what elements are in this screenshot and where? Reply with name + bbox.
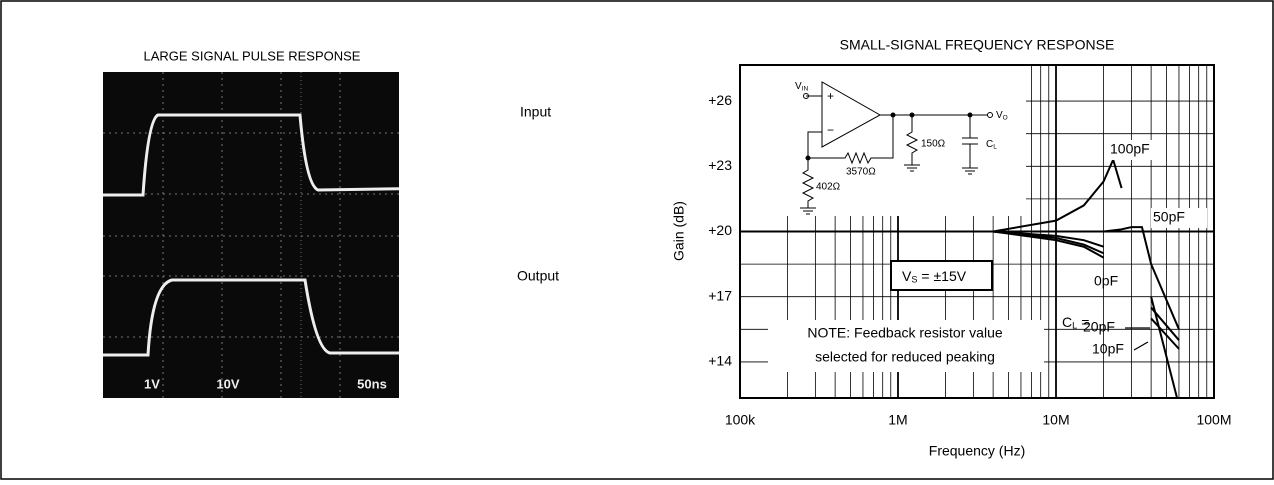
scope-scale: 50ns [357,376,387,391]
output-label: Output [517,268,559,284]
x-axis-label: Frequency (Hz) [929,443,1025,459]
y-tick-label: +26 [708,92,732,108]
cl-label-main: C [986,139,993,150]
note: selected for reduced peaking [815,349,995,365]
supply-label-rest: = ±15V [921,268,966,284]
y-tick-label: +17 [708,287,732,303]
scope-title: LARGE SIGNAL PULSE RESPONSE [144,48,361,63]
series-label: 100pF [1110,141,1150,157]
vin-label-sub: IN [802,85,809,92]
cl-label-sub: L [993,143,997,150]
plus-sign: + [827,89,834,103]
circuit-background [741,66,1026,216]
input-label: Input [520,104,551,120]
cl-curve-label-main: C [1062,314,1072,330]
supply-label-sub: S [911,275,917,285]
minus-sign: − [827,123,834,137]
cl-curve-label-sub: L [1072,321,1077,331]
scope-scale: 10V [216,376,239,391]
scope-scale: 1V [144,376,160,391]
y-tick-label: +14 [708,353,732,369]
note: NOTE: Feedback resistor value [807,325,1003,341]
figure: LARGE SIGNAL PULSE RESPONSE 1V 10V 50ns … [0,0,1274,480]
vo-label-sub: O [1003,114,1008,121]
rg-label: 402Ω [816,182,841,193]
x-tick-label: 1M [888,412,907,428]
x-tick-label: 10M [1042,412,1069,428]
cl-curve-label-rest: = [1081,314,1089,330]
chart-title: SMALL-SIGNAL FREQUENCY RESPONSE [840,37,1115,53]
series-label: 10pF [1092,341,1124,357]
rf-label: 3570Ω [846,167,876,178]
y-tick-label: +23 [708,157,732,173]
series-label: 50pF [1153,209,1185,225]
series-label: 0pF [1094,273,1118,289]
r-load: 150Ω [921,139,946,150]
y-tick-label: +20 [708,222,732,238]
x-tick-label: 100M [1196,412,1231,428]
y-axis-label: Gain (dB) [671,201,687,261]
x-tick-label: 100k [725,412,756,428]
